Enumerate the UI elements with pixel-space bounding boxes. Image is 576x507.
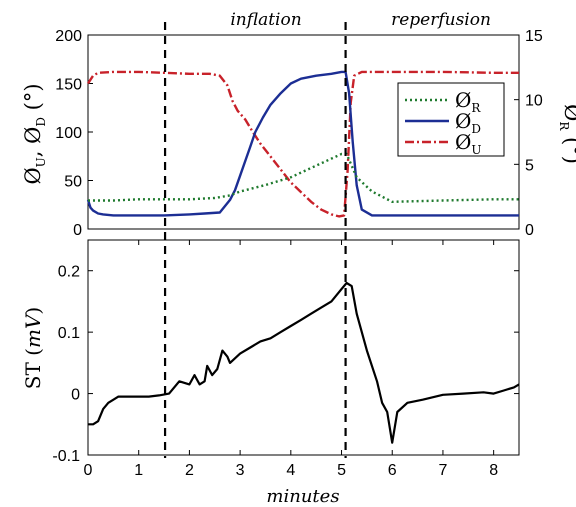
event-lines <box>163 22 347 458</box>
bottom-ytick-label: 0 <box>71 387 80 404</box>
top-ytick-label: 50 <box>64 174 82 191</box>
bottom-ytick-label: 0.2 <box>58 264 80 281</box>
top-ytick-label: 200 <box>55 28 82 45</box>
legend-box <box>397 82 505 157</box>
annotation-inflation: inflation <box>230 10 301 30</box>
top-ytick-label: 100 <box>55 125 82 142</box>
bottom-series <box>88 281 520 444</box>
bottom-xlabel: minutes <box>266 486 339 507</box>
top-ytick-right-label: 15 <box>525 28 543 45</box>
bottom-xtick-label: 6 <box>388 462 397 479</box>
series-line-u <box>86 70 519 218</box>
legend-label: ØR <box>455 88 481 115</box>
top-ytick-label: 150 <box>55 77 82 94</box>
top-left-ticks: 0 50 100 150 200 <box>55 28 93 239</box>
top-ytick-label: 0 <box>73 222 82 239</box>
top-series <box>86 70 519 218</box>
bottom-panel: -0.100.10.20 1 2 3 4 5 6 7 8 ST (mV) minutes <box>21 239 520 507</box>
bottom-ytick-label: -0.1 <box>52 448 80 465</box>
bottom-xtick-label: 5 <box>337 462 346 479</box>
annotation-reperfusion: reperfusion <box>391 10 491 30</box>
bottom-xtick-label: 4 <box>286 462 295 479</box>
series-line-r <box>88 152 519 204</box>
top-right-ticks: 0 5 10 15 <box>514 28 543 239</box>
series-line-d <box>86 70 519 217</box>
bottom-xtick-label: 1 <box>134 462 143 479</box>
top-ylabel-right: ØR (°) <box>557 104 576 164</box>
bottom-xtick-label: 2 <box>185 462 194 479</box>
top-panel: 0 50 100 150 200 0 5 10 15 ØU, ØD (°) ØR (°) ØR… <box>21 28 576 239</box>
bottom-ytick-label: 0.1 <box>58 325 80 342</box>
bottom-ylabel: ST (mV) <box>21 307 45 389</box>
bottom-xtick-label: 0 <box>84 462 93 479</box>
top-ytick-right-label: 0 <box>525 222 534 239</box>
bottom-ticks: -0.100.10.20 1 2 3 4 5 6 7 8 <box>52 240 519 479</box>
bottom-xtick-label: 8 <box>489 462 498 479</box>
top-ytick-right-label: 5 <box>525 157 534 174</box>
bottom-xtick-label: 3 <box>236 462 245 479</box>
top-ytick-right-label: 10 <box>525 93 543 110</box>
series-line-st <box>88 281 520 444</box>
top-ylabel-left: ØU, ØD (°) <box>21 83 48 184</box>
bottom-plot-frame <box>87 239 520 456</box>
bottom-xtick-label: 7 <box>438 462 447 479</box>
legend-label: ØD <box>455 109 481 136</box>
legend-label: ØU <box>455 130 482 157</box>
